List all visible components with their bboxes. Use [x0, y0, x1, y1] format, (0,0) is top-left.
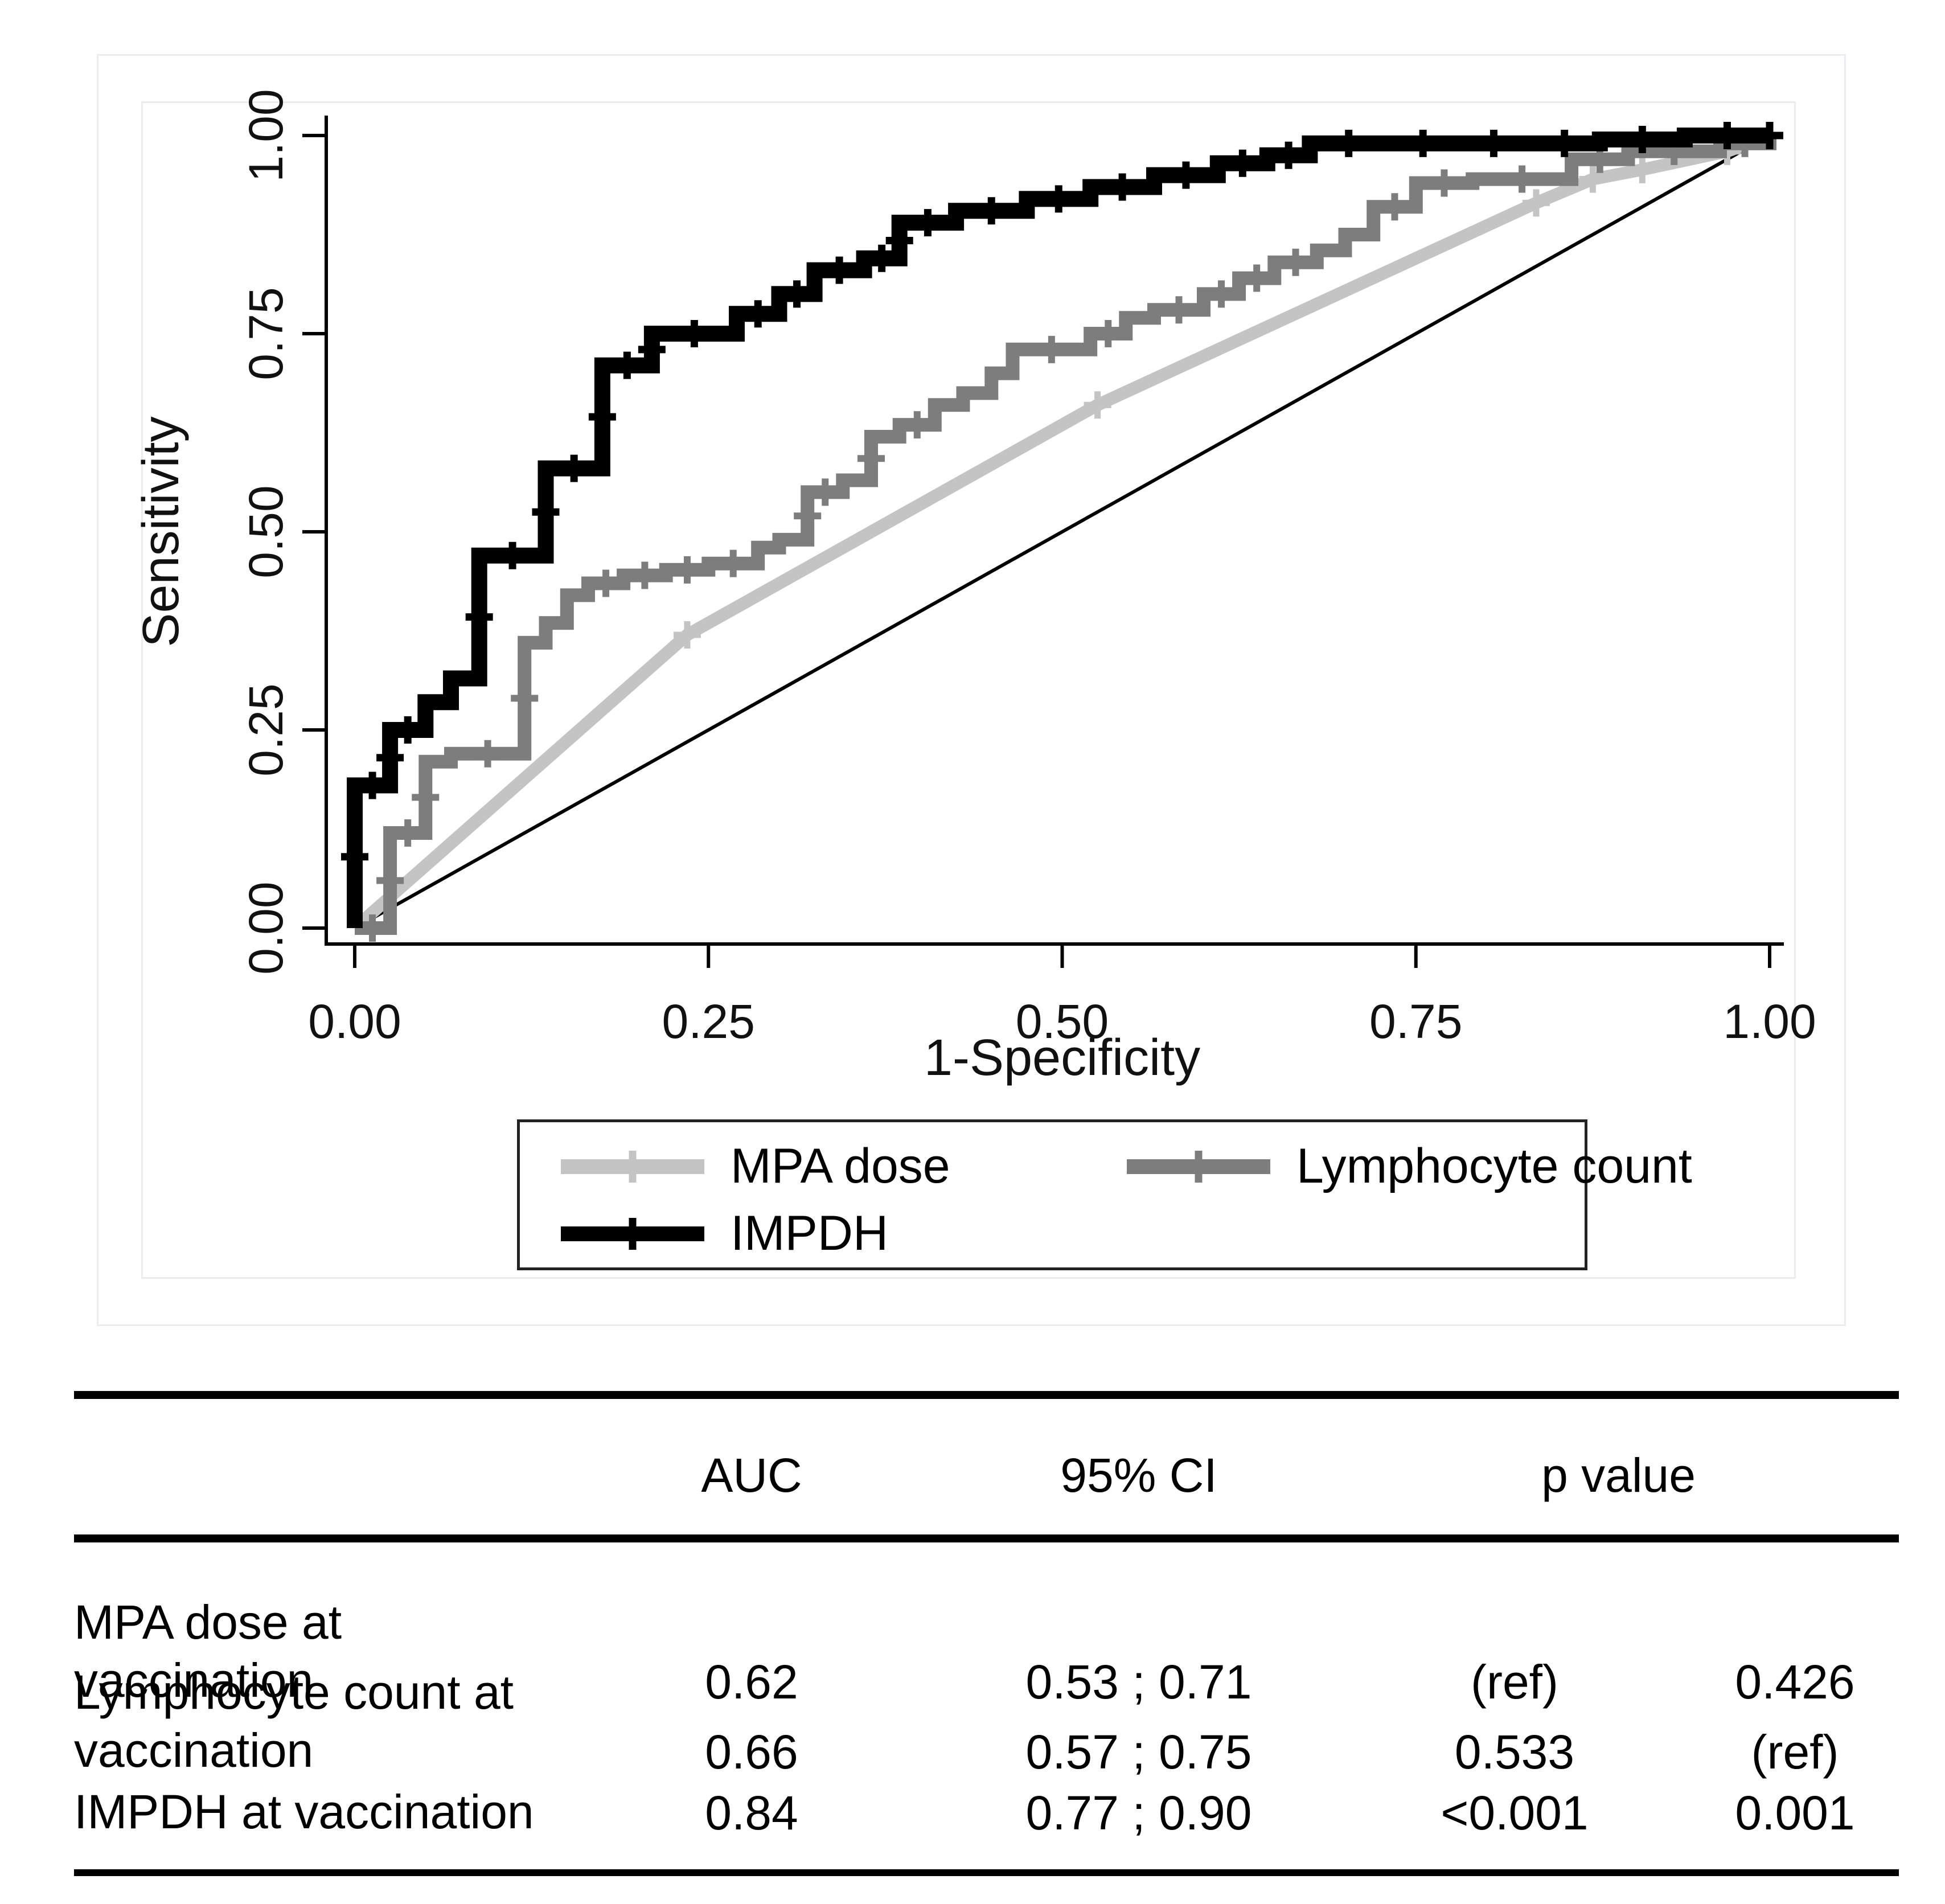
roc-plot-svg: 0.00 0.25 0.50 0.75 1.00 0.00 0.25 0.50 0.75 1.00…	[133, 89, 1816, 1086]
table-row: Lymphocyte count at vaccination 0.66 0.5…	[74, 1663, 1899, 1780]
legend-plus-marker	[1185, 1150, 1212, 1183]
x-tick-label: 0.25	[662, 995, 756, 1048]
roc-markers-impdh	[341, 122, 1783, 871]
legend-plus-marker	[619, 1150, 646, 1183]
row-ci: 0.57 ; 0.75	[1025, 1725, 1252, 1779]
y-tick-label: 0.50	[239, 485, 293, 578]
row-p2: 0.426	[1735, 1655, 1855, 1709]
legend-label: IMPDH	[731, 1206, 889, 1261]
row-label: MPA dose at vaccination	[74, 1595, 342, 1708]
row-ci: 0.53 ; 0.71	[1025, 1655, 1252, 1709]
x-tick-label: 1.00	[1723, 995, 1816, 1048]
row-p2: 0.001	[1735, 1786, 1855, 1840]
legend-label: Lymphocyte count	[1296, 1139, 1692, 1193]
legend-line-sample-impdh	[561, 1217, 704, 1250]
legend-line-sample-lymphocyte	[1127, 1150, 1270, 1183]
table-top-rule	[74, 1391, 1899, 1399]
legend-line-sample-mpa	[561, 1150, 704, 1183]
roc-curve-reference-diagonal	[354, 134, 1771, 930]
x-tick-label: 0.00	[308, 995, 401, 1048]
row-p2: (ref)	[1751, 1725, 1839, 1779]
x-axis-title: 1-Specificity	[924, 1029, 1200, 1086]
row-auc: 0.62	[705, 1655, 798, 1709]
table-header-rule	[74, 1534, 1899, 1542]
header-ci: 95% CI	[1060, 1448, 1217, 1502]
roc-markers-mpa-dose	[673, 122, 1783, 649]
y-axis-title: Sensitivity	[133, 416, 190, 647]
row-label-line1: Lymphocyte count at	[74, 1665, 514, 1719]
roc-markers-lymphocyte-count	[359, 122, 1783, 942]
row-auc: 0.66	[705, 1725, 798, 1779]
plot-region-frame	[141, 101, 1796, 1279]
row-p1: <0.001	[1441, 1786, 1589, 1840]
legend-plus-marker	[619, 1217, 646, 1250]
legend-box: MPA dose Lymphocyte count IMPDH	[517, 1119, 1692, 1270]
row-label-line2: vaccination	[74, 1724, 314, 1778]
header-p-value: p value	[1541, 1448, 1696, 1502]
x-tick-label: 0.75	[1369, 995, 1463, 1048]
header-auc: AUC	[701, 1448, 802, 1502]
legend-entry-mpa-dose: MPA dose	[559, 1138, 950, 1195]
table-header-row: AUC 95% CI p value	[74, 1448, 1899, 1503]
table-bottom-rule	[74, 1869, 1899, 1876]
legend-label: MPA dose	[731, 1139, 950, 1193]
x-tick-label: 0.50	[1016, 995, 1109, 1048]
row-auc: 0.84	[705, 1786, 798, 1840]
row-ci: 0.77 ; 0.90	[1025, 1786, 1252, 1840]
auc-stats-table: AUC 95% CI p value MPA dose at vaccinati…	[74, 1391, 1899, 1881]
roc-figure: 0.00 0.25 0.50 0.75 1.00 0.00 0.25 0.50 0.75 1.00…	[97, 54, 1846, 1326]
row-p1: (ref)	[1471, 1655, 1558, 1709]
legend-entry-lymphocyte-count: Lymphocyte count	[1125, 1138, 1692, 1195]
table-row: IMPDH at vaccination 0.84 0.77 ; 0.90 <0…	[74, 1783, 1899, 1841]
row-label: Lymphocyte count at vaccination	[74, 1663, 564, 1780]
row-label: IMPDH at vaccination	[74, 1785, 534, 1839]
y-tick-label: 0.25	[239, 683, 293, 777]
row-p1: 0.533	[1454, 1725, 1575, 1779]
y-tick-label: 1.00	[239, 89, 293, 182]
table-row: MPA dose at vaccination 0.62 0.53 ; 0.71…	[74, 1593, 1899, 1710]
y-tick-label: 0.75	[239, 287, 293, 380]
y-tick-label: 0.00	[239, 881, 293, 975]
legend-entry-impdh: IMPDH	[559, 1205, 888, 1262]
